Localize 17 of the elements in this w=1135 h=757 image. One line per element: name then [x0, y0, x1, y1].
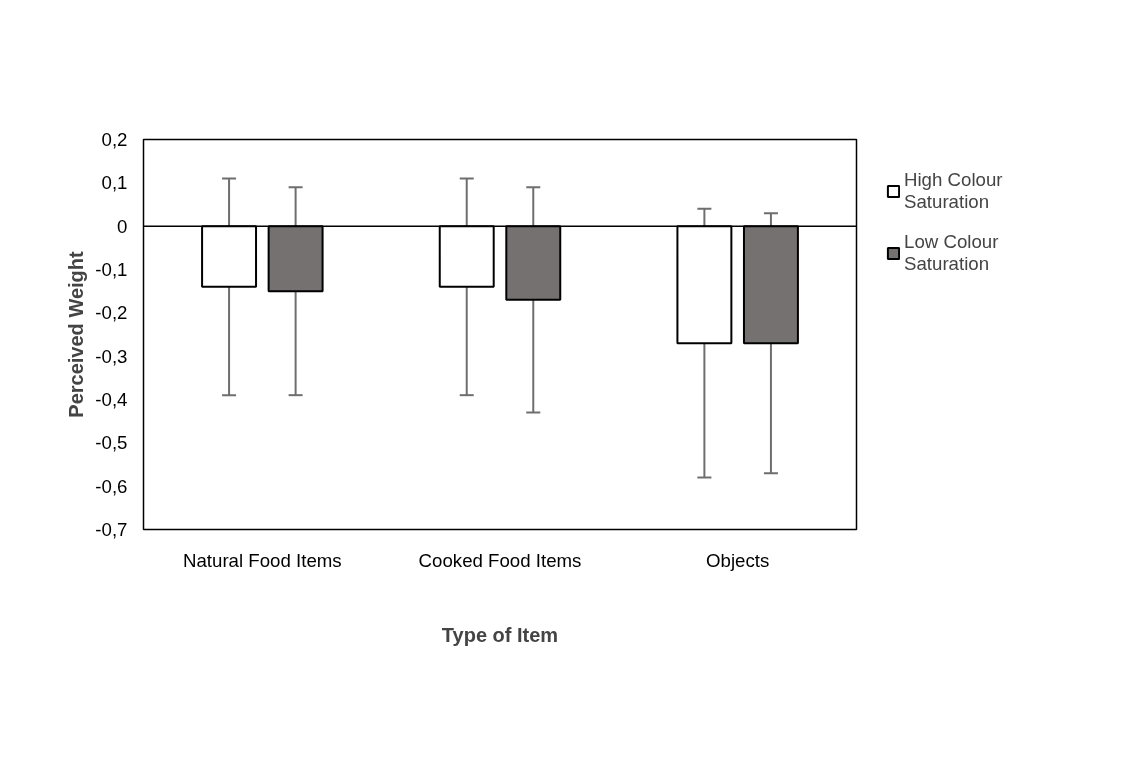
x-tick-label: Cooked Food Items [418, 549, 582, 571]
y-tick-label: -0,2 [95, 302, 128, 324]
x-tick-label: Natural Food Items [183, 549, 342, 571]
x-tick-label: Objects [706, 549, 770, 571]
legend-label: Low Colour Saturation [904, 231, 999, 275]
x-axis-title: Type of Item [441, 623, 559, 646]
y-tick-label: 0,2 [101, 129, 128, 150]
y-axis-title: Perceived Weight [65, 250, 88, 418]
y-tick-label: -0,4 [95, 389, 128, 410]
y-tick-label: 0 [117, 215, 128, 237]
y-tick-label: -0,1 [95, 259, 128, 280]
y-tick-label: -0,7 [95, 519, 128, 540]
y-tick-label: -0,5 [95, 432, 128, 454]
y-tick-label: 0,1 [101, 172, 128, 194]
y-tick-label: -0,6 [95, 475, 128, 497]
legend-label: High Colour Saturation [904, 169, 1003, 213]
y-tick-label: -0,3 [95, 345, 128, 367]
